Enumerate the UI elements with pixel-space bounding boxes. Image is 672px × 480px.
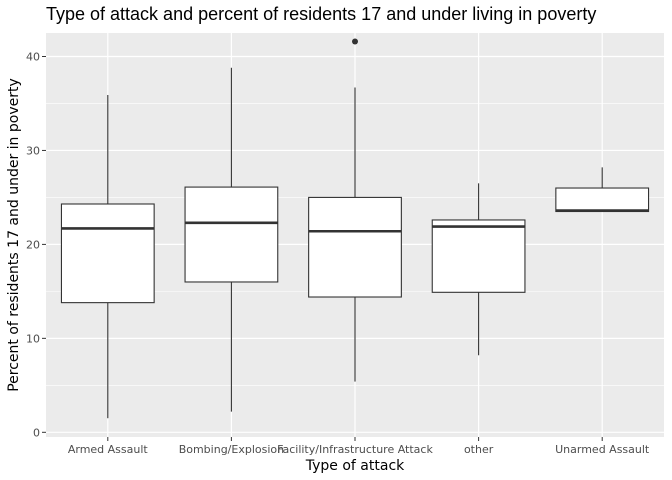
y-tick-label: 40 [26, 50, 40, 63]
outlier-point [352, 38, 358, 45]
box-group [308, 38, 402, 382]
box-iqr [308, 196, 402, 298]
x-axis-title: Type of attack [305, 458, 405, 474]
x-tick-label: Unarmed Assault [555, 443, 650, 456]
y-tick-label: 10 [26, 332, 40, 345]
box-group [184, 67, 279, 412]
box-iqr [60, 203, 155, 304]
box-group [555, 167, 650, 213]
box-group [60, 95, 155, 419]
box-series [60, 38, 650, 419]
box-iqr [431, 219, 526, 293]
x-tick-label: Bombing/Explosion [179, 443, 284, 456]
y-axis-title: Percent of residents 17 and under in pov… [6, 78, 22, 392]
chart-title: Type of attack and percent of residents … [46, 4, 597, 24]
y-tick-label: 30 [26, 144, 40, 157]
x-tick-label: Facility/Infrastructure Attack [277, 443, 433, 456]
box-iqr [184, 186, 279, 283]
x-tick-label: Armed Assault [68, 443, 149, 456]
box-group [431, 183, 526, 356]
y-tick-label: 0 [33, 426, 40, 439]
y-tick-label: 20 [26, 238, 40, 251]
x-tick-label: other [464, 443, 494, 456]
axes: 0 10 20 30 40 Armed Assault Bombing/ExplosionF… [26, 50, 650, 456]
box-iqr [555, 187, 650, 213]
